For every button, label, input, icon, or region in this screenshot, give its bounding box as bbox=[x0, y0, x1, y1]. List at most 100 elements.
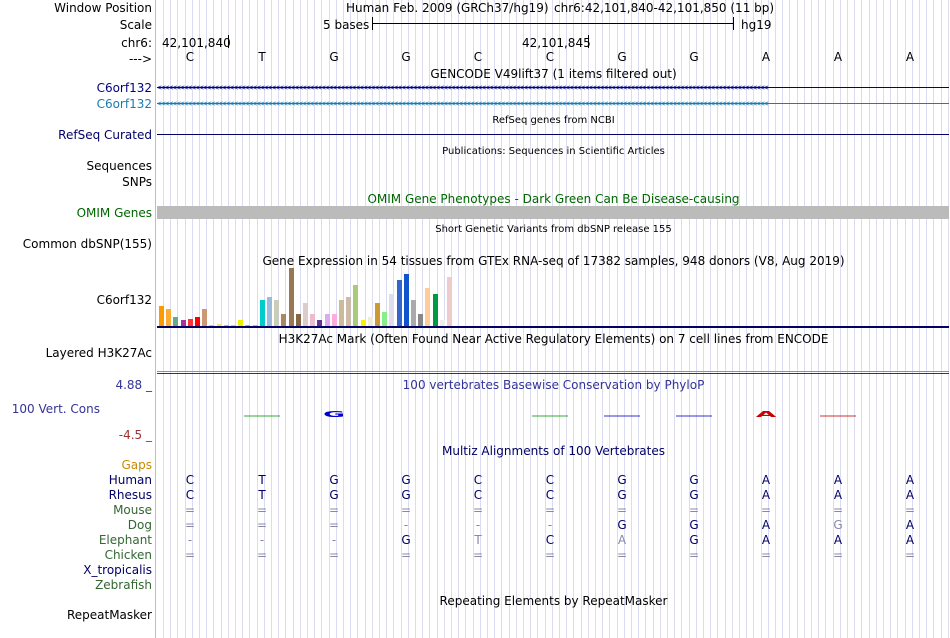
scale-label: Scale bbox=[119, 18, 152, 32]
gencode-item-2-label[interactable]: C6orf132 bbox=[96, 97, 152, 111]
gtex-bar[interactable] bbox=[209, 324, 215, 326]
gtex-bar[interactable] bbox=[411, 299, 416, 326]
repeat-label[interactable]: RepeatMasker bbox=[66, 608, 152, 622]
gtex-bar[interactable] bbox=[396, 279, 402, 326]
refseq-label[interactable]: RefSeq Curated bbox=[58, 128, 152, 142]
gtex-bar[interactable] bbox=[324, 314, 330, 326]
gtex-bar[interactable] bbox=[403, 273, 409, 326]
gtex-bar[interactable] bbox=[259, 299, 265, 326]
grid-line bbox=[890, 0, 892, 638]
species-label[interactable]: Chicken bbox=[104, 548, 152, 562]
alignment-cell: G bbox=[689, 518, 699, 532]
gtex-bar[interactable] bbox=[375, 302, 380, 326]
gtex-bar[interactable] bbox=[166, 308, 172, 326]
phylop-title[interactable]: 100 vertebrates Basewise Conservation by… bbox=[402, 378, 705, 392]
gtex-bar[interactable] bbox=[295, 314, 301, 326]
gtex-bar[interactable] bbox=[173, 317, 179, 326]
refseq-title[interactable]: RefSeq genes from NCBI bbox=[492, 115, 615, 126]
gtex-bar[interactable] bbox=[238, 320, 244, 326]
gtex-bar[interactable] bbox=[360, 320, 366, 326]
gtex-bar[interactable] bbox=[202, 308, 208, 326]
gtex-bar[interactable] bbox=[281, 314, 287, 326]
grid-line bbox=[479, 0, 481, 638]
strand-label: ---> bbox=[128, 52, 152, 66]
gtex-bar[interactable] bbox=[339, 299, 344, 326]
gtex-bar[interactable] bbox=[288, 268, 294, 326]
gtex-bar[interactable] bbox=[252, 324, 258, 326]
base-letter: C bbox=[185, 50, 195, 64]
sequences-label[interactable]: Sequences bbox=[86, 159, 152, 173]
gtex-bar[interactable] bbox=[439, 320, 445, 326]
grid-line bbox=[868, 0, 870, 638]
species-label[interactable]: Gaps bbox=[121, 458, 152, 472]
dbsnp-label[interactable]: Common dbSNP(155) bbox=[22, 237, 152, 251]
gencode-item-1-label[interactable]: C6orf132 bbox=[96, 81, 152, 95]
multiz-title[interactable]: Multiz Alignments of 100 Vertebrates bbox=[441, 444, 666, 458]
alignment-cell: = bbox=[184, 503, 196, 517]
grid-line bbox=[753, 0, 755, 638]
gencode-title[interactable]: GENCODE V49lift37 (1 items filtered out) bbox=[430, 67, 677, 81]
gtex-bar[interactable] bbox=[346, 297, 352, 326]
gtex-bar[interactable] bbox=[223, 324, 229, 326]
species-label[interactable]: Zebrafish bbox=[95, 578, 152, 592]
snps-label[interactable]: SNPs bbox=[122, 175, 152, 189]
gtex-chart[interactable] bbox=[157, 268, 537, 326]
h3k27-label[interactable]: Layered H3K27Ac bbox=[45, 346, 152, 360]
gtex-bar[interactable] bbox=[180, 320, 186, 326]
alignment-cell: T bbox=[258, 488, 266, 502]
grid-line bbox=[760, 0, 762, 638]
gtex-bar[interactable] bbox=[331, 314, 337, 326]
gtex-bar[interactable] bbox=[353, 285, 359, 326]
alignment-cell: = bbox=[688, 503, 700, 517]
omim-label[interactable]: OMIM Genes bbox=[76, 206, 152, 220]
gtex-bar[interactable] bbox=[303, 302, 308, 326]
dbsnp-title[interactable]: Short Genetic Variants from dbSNP releas… bbox=[435, 224, 672, 235]
gtex-bar[interactable] bbox=[245, 324, 251, 326]
gtex-bar[interactable] bbox=[195, 317, 200, 326]
omim-title[interactable]: OMIM Gene Phenotypes - Dark Green Can Be… bbox=[367, 192, 740, 206]
grid-line bbox=[861, 0, 863, 638]
gtex-bar[interactable] bbox=[267, 297, 272, 326]
gtex-label[interactable]: C6orf132 bbox=[96, 293, 152, 307]
gtex-bar[interactable] bbox=[382, 311, 388, 326]
alignment-cell: = bbox=[904, 548, 916, 562]
species-label[interactable]: X_tropicalis bbox=[83, 563, 152, 577]
gencode-item-2-track[interactable]: <<<<<<<<<<<<<<<<<<<<<<<<<<<<<<<<<<<<<<<<… bbox=[157, 101, 949, 107]
species-label[interactable]: Dog bbox=[127, 518, 152, 532]
gtex-title[interactable]: Gene Expression in 54 tissues from GTEx … bbox=[262, 254, 845, 268]
gtex-bar[interactable] bbox=[432, 294, 438, 326]
gtex-bar[interactable] bbox=[159, 305, 164, 326]
gtex-bar[interactable] bbox=[216, 324, 222, 326]
gtex-bar[interactable] bbox=[231, 324, 236, 326]
sequences-title[interactable]: Publications: Sequences in Scientific Ar… bbox=[442, 146, 665, 157]
gencode-item-1-track[interactable]: <<<<<<<<<<<<<<<<<<<<<<<<<<<<<<<<<<<<<<<<… bbox=[157, 85, 949, 91]
base-letter: T bbox=[258, 50, 266, 64]
gtex-bar[interactable] bbox=[447, 276, 452, 326]
gtex-bar[interactable] bbox=[274, 299, 280, 326]
repeat-title[interactable]: Repeating Elements by RepeatMasker bbox=[439, 594, 668, 608]
alignment-cell: A bbox=[905, 518, 915, 532]
base-letter: G bbox=[689, 50, 699, 64]
phylop-label[interactable]: 100 Vert. Cons bbox=[11, 402, 100, 416]
gtex-bar[interactable] bbox=[389, 294, 395, 326]
species-label[interactable]: Rhesus bbox=[108, 488, 152, 502]
species-label[interactable]: Human bbox=[108, 473, 152, 487]
grid-line bbox=[825, 0, 827, 638]
omim-bar[interactable] bbox=[157, 206, 949, 219]
gtex-bar[interactable] bbox=[367, 317, 373, 326]
gtex-bar[interactable] bbox=[425, 288, 431, 326]
species-label[interactable]: Elephant bbox=[98, 533, 152, 547]
alignment-cell: C bbox=[545, 533, 555, 547]
h3k27-title[interactable]: H3K27Ac Mark (Often Found Near Active Re… bbox=[278, 332, 829, 346]
grid-line bbox=[595, 0, 596, 638]
gtex-bar[interactable] bbox=[317, 320, 323, 326]
gtex-bar[interactable] bbox=[187, 319, 193, 326]
refseq-line[interactable] bbox=[157, 134, 949, 135]
grid-line bbox=[919, 0, 920, 638]
gtex-bar[interactable] bbox=[418, 314, 424, 326]
species-label[interactable]: Mouse bbox=[113, 503, 152, 517]
gtex-bar[interactable] bbox=[310, 314, 316, 326]
alignment-cell: - bbox=[187, 533, 193, 547]
